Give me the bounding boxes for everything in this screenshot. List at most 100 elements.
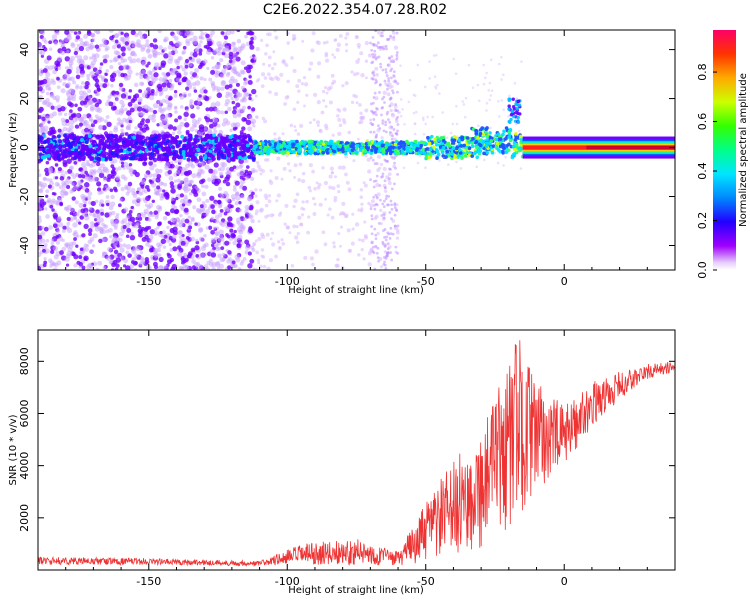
spectrogram-cell xyxy=(371,35,375,39)
spectrogram-cell xyxy=(187,251,193,257)
spectrogram-cell xyxy=(295,240,300,245)
spectrogram-cell xyxy=(384,120,388,124)
spectrogram-cell xyxy=(331,186,336,191)
spectrogram-cell xyxy=(380,45,384,49)
spectrogram-cell xyxy=(293,198,298,204)
spectrogram-cell xyxy=(328,207,332,211)
spectrogram-cell xyxy=(384,68,388,71)
spectrogram-cell xyxy=(120,161,125,165)
spectrogram-cell xyxy=(88,45,94,51)
spectrogram-cell xyxy=(130,187,136,193)
spectrogram-cell xyxy=(183,111,189,118)
spectrogram-cell xyxy=(168,55,174,61)
spectrogram-cell xyxy=(239,146,244,151)
spectrogram-cell xyxy=(276,76,281,82)
spectrogram-cell xyxy=(167,169,172,175)
spectrogram-cell xyxy=(390,155,394,159)
spectrogram-cell xyxy=(51,34,58,40)
spectrogram-cell xyxy=(119,99,125,105)
spectrogram-cell xyxy=(54,181,60,187)
spectrogram-cell xyxy=(389,34,393,38)
spectrogram-cell xyxy=(274,254,278,259)
spectrogram-cell xyxy=(216,154,221,159)
spectrogram-cell xyxy=(56,134,61,139)
spectrogram-cell xyxy=(122,243,127,248)
spectrogram-cell xyxy=(324,197,328,201)
spectrogram-cell xyxy=(248,42,253,46)
spectrogram-cell xyxy=(359,188,364,192)
spectrogram-cell xyxy=(178,222,184,228)
spectrogram-cell xyxy=(233,229,237,234)
spectrogram-cell xyxy=(265,43,269,48)
spectrogram-cell xyxy=(191,173,197,179)
spectrogram-cell xyxy=(158,121,165,127)
spectrogram-cell xyxy=(161,82,167,88)
spectrogram-cell xyxy=(125,139,130,144)
spectrogram-cell xyxy=(251,156,256,161)
spectrogram-cell xyxy=(38,208,43,212)
spectrogram-cell xyxy=(336,42,342,47)
spectrogram-cell xyxy=(86,88,92,94)
spectrogram-cell xyxy=(171,204,176,209)
spectrogram-cell xyxy=(174,110,178,114)
spectrogram-cell xyxy=(251,121,255,125)
spectrogram-cell xyxy=(320,110,325,115)
spectrogram-cell xyxy=(154,148,159,153)
spectrogram-cell xyxy=(84,84,89,90)
spectrogram-cell xyxy=(86,150,91,155)
spectrogram-cell xyxy=(44,115,51,121)
spectrogram-cell xyxy=(66,97,71,102)
spectrogram-cell xyxy=(182,30,186,34)
spectrogram-cell xyxy=(137,130,144,137)
spectrogram-cell xyxy=(354,35,359,40)
spectrogram-cell xyxy=(232,165,237,169)
spectrogram-cell xyxy=(115,257,122,263)
spectrogram-cell xyxy=(83,120,89,126)
spectrogram-cell xyxy=(198,51,203,56)
spectrogram-cell xyxy=(177,251,183,257)
spectrogram-cell xyxy=(130,50,136,56)
spectrogram-cell xyxy=(269,169,273,173)
spectrogram-cell xyxy=(115,263,120,268)
spectrogram-cell xyxy=(96,156,101,161)
spectrogram-cell xyxy=(502,108,506,112)
spectrogram-cell xyxy=(239,130,244,135)
spectrogram-cell xyxy=(87,134,92,139)
spectrogram-cell xyxy=(497,99,500,103)
spectrogram-cell xyxy=(236,30,241,33)
spectrogram-cell xyxy=(108,227,113,233)
spectrogram-cell xyxy=(389,97,393,100)
spectrogram-cell xyxy=(227,138,232,143)
spectrogram-cell xyxy=(273,30,277,33)
spectrogram-cell xyxy=(388,85,392,90)
spectrogram-cell xyxy=(211,209,216,215)
spectrogram-cell xyxy=(210,178,215,183)
spectrogram-cell xyxy=(386,251,390,255)
spectrogram-cell xyxy=(217,212,223,218)
spectrogram-cell xyxy=(102,58,108,64)
spectrogram-cell xyxy=(255,250,260,255)
spectrogram-cell xyxy=(194,129,199,133)
spectrogram-cell xyxy=(72,184,79,191)
spectrogram-cell xyxy=(204,164,210,170)
spectrogram-cell xyxy=(471,86,475,90)
spectrogram-cell xyxy=(99,43,103,48)
spectrogram-cell xyxy=(130,98,136,104)
spectrogram-cell xyxy=(207,206,212,211)
spectrogram-cell xyxy=(434,53,438,57)
spectrogram-cell xyxy=(396,129,399,133)
spectrogram-cell xyxy=(157,265,164,270)
spectrogram-cell xyxy=(42,68,48,73)
spectrogram-cell xyxy=(127,69,133,75)
spectrogram-cell xyxy=(38,106,44,112)
spectrogram-cell xyxy=(387,172,392,177)
spectrogram-cell xyxy=(241,126,246,131)
spectrogram-cell xyxy=(58,139,63,144)
spectrogram-cell xyxy=(392,70,396,74)
spectrogram-cell xyxy=(170,140,175,145)
spectrogram-cell xyxy=(336,184,341,188)
spectrogram-cell xyxy=(148,155,153,160)
spectrogram-cell xyxy=(261,255,266,259)
spectrogram-cell xyxy=(370,199,375,204)
spectrogram-cell xyxy=(74,103,78,108)
